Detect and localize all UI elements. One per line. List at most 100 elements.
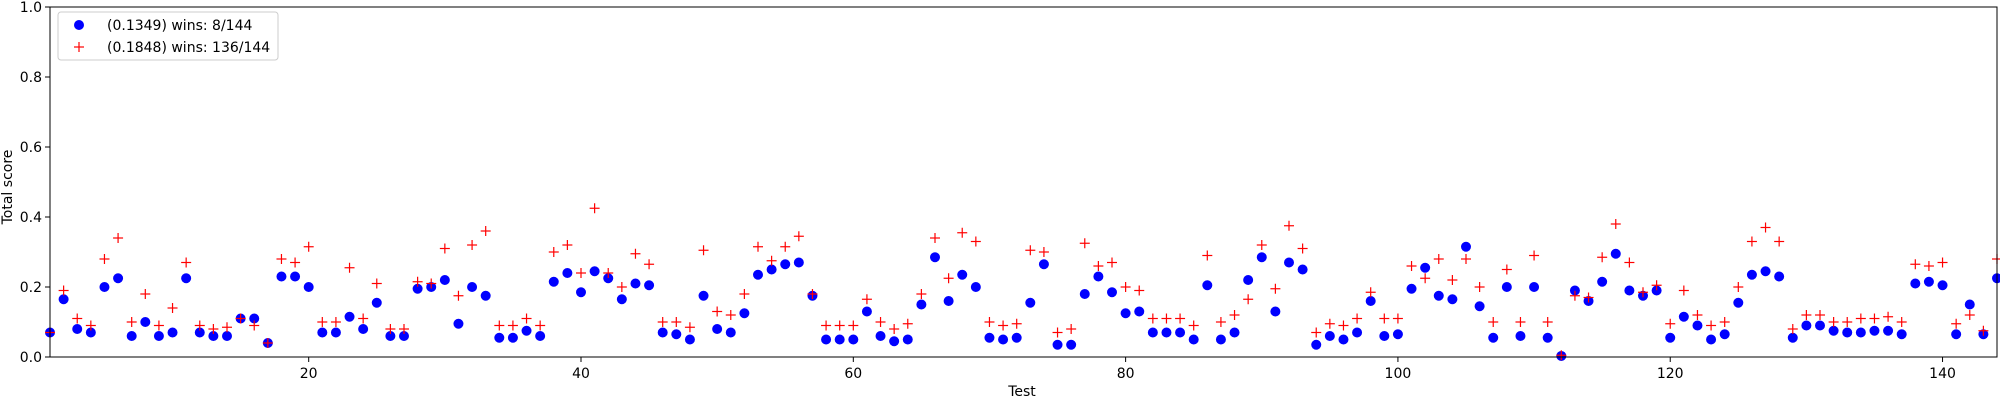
data-point-circle (916, 299, 927, 310)
data-point-circle (616, 294, 627, 305)
data-point-circle (1311, 339, 1322, 350)
data-point-circle (535, 331, 546, 341)
data-point-circle (1855, 327, 1866, 338)
data-point-plus (1678, 285, 1689, 296)
data-point-plus (848, 320, 859, 331)
data-point-circle (1869, 325, 1880, 336)
data-point-circle (1324, 331, 1335, 341)
data-point-circle (1338, 334, 1349, 345)
data-point-plus (1556, 350, 1567, 361)
data-point-circle (943, 296, 954, 306)
data-point-plus (1352, 313, 1363, 324)
data-point-plus (1175, 313, 1186, 324)
y-tick-label: 0.6 (20, 140, 42, 156)
y-tick-label: 0.8 (20, 70, 42, 86)
data-point-circle (1542, 332, 1553, 343)
data-point-plus (521, 313, 532, 324)
data-point-plus (1910, 259, 1921, 270)
data-point-plus (480, 226, 491, 236)
data-point-circle (766, 264, 777, 275)
data-point-plus (576, 268, 586, 278)
data-point-circle (1610, 248, 1621, 259)
data-point-plus (358, 313, 369, 324)
data-point-circle (1120, 308, 1131, 319)
y-tick-label: 0.2 (20, 280, 42, 296)
data-point-circle (1597, 276, 1608, 287)
data-point-circle (113, 273, 124, 284)
y-tick-label: 0.4 (20, 210, 42, 226)
data-point-plus (766, 255, 777, 266)
data-point-circle (1297, 264, 1308, 275)
data-point-circle (984, 332, 995, 343)
data-point-circle (957, 269, 968, 280)
data-point-plus (589, 203, 600, 214)
data-point-plus (1665, 318, 1676, 329)
data-point-plus (630, 248, 641, 259)
data-point-plus (1529, 250, 1540, 261)
x-tick-label: 100 (1385, 366, 1412, 382)
data-point-plus (1651, 280, 1662, 291)
data-point-circle (1175, 327, 1186, 338)
data-point-plus (616, 282, 627, 292)
data-point-plus (181, 257, 192, 268)
data-point-circle (902, 334, 913, 345)
data-point-circle (85, 327, 96, 338)
data-point-circle (439, 275, 450, 285)
data-point-plus (1869, 313, 1880, 324)
data-point-plus (1815, 310, 1825, 320)
data-point-plus (603, 268, 614, 278)
data-point-circle (222, 331, 232, 341)
data-point-circle (317, 327, 328, 338)
data-point-circle (507, 332, 518, 343)
data-point-plus (1052, 327, 1063, 338)
data-point-circle (1719, 329, 1730, 340)
axes: 20 40 60 80 100 120 140 0.0 0.2 0.4 0.6 0.8 1.0 (20, 0, 1998, 382)
data-point-circle (698, 290, 709, 301)
data-point-plus (780, 241, 791, 252)
data-point-circle (58, 294, 69, 305)
data-point-circle (1256, 252, 1267, 263)
data-point-circle (181, 273, 192, 284)
data-point-plus (698, 245, 709, 256)
data-point-circle (548, 276, 559, 287)
data-point-circle (1692, 320, 1703, 331)
data-point-plus (1297, 243, 1308, 254)
data-point-circle (1011, 332, 1022, 343)
data-point-circle (1842, 327, 1853, 338)
data-point-plus (290, 257, 301, 268)
data-point-plus (1706, 320, 1717, 331)
data-point-circle (453, 318, 464, 329)
legend-marker-circle (74, 20, 84, 30)
data-point-plus (235, 313, 246, 324)
data-point-circle (480, 290, 491, 301)
data-point-plus (385, 324, 396, 334)
data-point-circle (657, 327, 668, 338)
data-point-plus (1134, 285, 1145, 296)
data-point-circle (1025, 297, 1036, 308)
data-point-circle (1529, 282, 1540, 292)
data-point-circle (1896, 329, 1907, 340)
data-point-circle (1815, 320, 1825, 331)
data-point-plus (1842, 317, 1853, 327)
data-point-circle (1461, 241, 1471, 252)
data-point-circle (1910, 278, 1921, 289)
data-point-plus (1461, 254, 1471, 264)
data-point-plus (1229, 310, 1240, 320)
data-point-plus (1120, 282, 1131, 292)
data-point-circle (303, 282, 314, 292)
data-point-circle (208, 331, 219, 341)
legend-frame (57, 11, 279, 61)
data-point-plus (1542, 317, 1553, 327)
data-point-circle (1733, 297, 1744, 308)
data-point-plus (1624, 257, 1635, 268)
data-point-plus (507, 320, 518, 331)
data-point-plus (426, 278, 437, 289)
data-point-plus (113, 233, 124, 243)
data-point-circle (1678, 311, 1689, 322)
data-point-plus (1638, 287, 1648, 298)
data-point-circle (1992, 273, 2000, 284)
x-tick-label: 20 (300, 366, 318, 382)
data-point-circle (753, 269, 763, 280)
data-point-circle (140, 317, 151, 327)
data-point-plus (562, 240, 573, 250)
